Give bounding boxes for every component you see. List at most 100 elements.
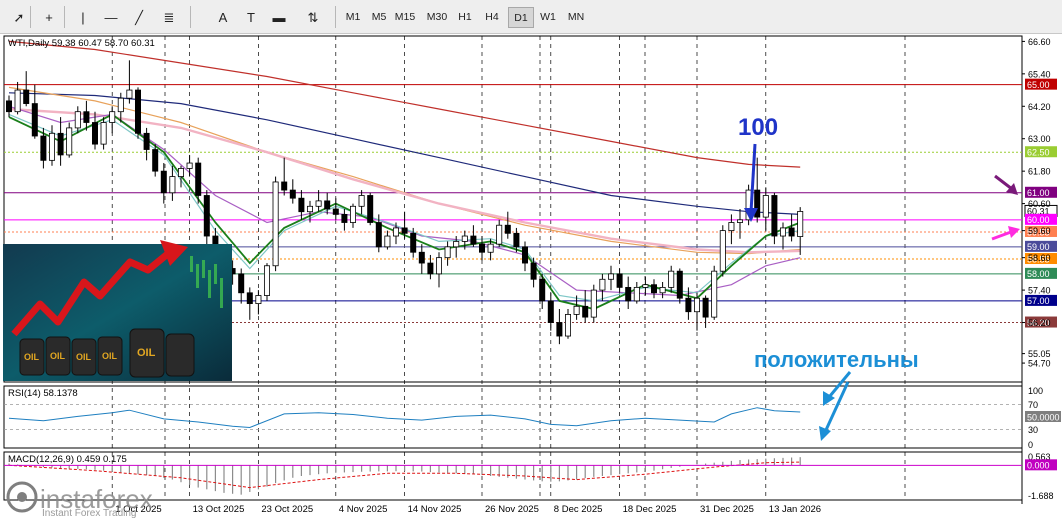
timeframe-h4-button[interactable]: H4 [485, 11, 499, 23]
rectangle-icon[interactable]: ▬ [272, 10, 286, 25]
y-tick-label: 64.20 [1028, 102, 1051, 112]
y-tick-label: 61.80 [1028, 167, 1051, 177]
candle-body [195, 162, 202, 196]
timeframe-m15-button[interactable]: M15 [394, 11, 416, 23]
fibonacci-icon[interactable]: ≣ [163, 10, 175, 25]
price-level-badge [1025, 146, 1057, 158]
candle-body [341, 214, 348, 223]
y-tick-label: 65.40 [1028, 69, 1051, 79]
y-tick-label: 57.40 [1028, 286, 1051, 296]
arrow-positive-2 [824, 381, 850, 431]
price-level-badge [1025, 240, 1057, 252]
timeframe-mn-button[interactable]: MN [567, 11, 585, 23]
candle-body [358, 195, 365, 207]
candle-body [143, 132, 150, 150]
x-tick-label: 13 Oct 2025 [193, 504, 245, 515]
price-level-badge [1025, 267, 1057, 279]
candle-body [737, 219, 744, 223]
candle-body [547, 300, 554, 323]
candle-body [49, 132, 56, 161]
watermark-tagline: Instant Forex Trading [42, 508, 137, 519]
candle-body [461, 235, 468, 242]
candle-body [435, 257, 442, 275]
price-level-label: 58.00 [1027, 269, 1050, 279]
x-tick-label: 18 Dec 2025 [623, 504, 677, 515]
candle-body [780, 227, 787, 237]
candle-body [427, 262, 434, 275]
toolbar-separator [335, 6, 336, 28]
price-level-label: 65.00 [1027, 80, 1050, 90]
timeframe-d1-button[interactable]: D1 [508, 7, 534, 28]
rsi-tick-label: 50.0000 [1027, 412, 1060, 422]
crosshair-icon[interactable]: + [45, 10, 53, 25]
candle-body [186, 162, 193, 169]
arrow-100 [749, 143, 757, 213]
y-tick-label: 54.70 [1028, 359, 1051, 369]
macd-tick-label: -1.688 [1028, 491, 1054, 501]
oil-barrels-picture: OIL OIL OIL OIL OIL [3, 240, 232, 381]
macd-tick-label: 0.000 [1027, 461, 1050, 471]
timeframe-m1-button[interactable]: M1 [345, 11, 361, 23]
candle-body [496, 224, 503, 245]
candle-body [410, 232, 417, 253]
x-tick-label: 23 Oct 2025 [261, 504, 313, 515]
candle-body [281, 181, 288, 191]
candle-body [57, 132, 64, 156]
x-tick-label: 26 Nov 2025 [485, 504, 539, 515]
timeframe-h1-button[interactable]: H1 [458, 11, 472, 23]
candle-body [14, 89, 21, 113]
price-level-badge [1025, 294, 1057, 306]
candle-body [289, 189, 296, 199]
chart-area[interactable]: 1 Oct 2025 13 Oct 2025 23 Oct 2025 4 Nov 20… [0, 34, 1062, 521]
y-tick-label: 60.60 [1028, 199, 1051, 209]
ma_navy-line [8, 92, 801, 215]
candle-body [788, 227, 795, 237]
timeframe-m30-button[interactable]: M30 [426, 11, 448, 23]
trendline-icon[interactable]: ╱ [135, 10, 143, 25]
arrow-positive-1 [828, 371, 852, 397]
timeframe-w1-button[interactable]: W1 [540, 11, 556, 23]
candle-body [642, 284, 649, 288]
svg-text:OIL: OIL [24, 352, 40, 362]
candle-body [771, 195, 778, 237]
annotation-100: 100 [738, 114, 778, 141]
price-level-badge [1025, 78, 1057, 90]
vertical-line-icon[interactable]: | [81, 10, 85, 25]
price-level-label: 60.31 [1027, 207, 1050, 217]
candle-body [392, 227, 399, 237]
candle-body [31, 103, 38, 137]
toolbar-separator [190, 6, 191, 28]
candle-body [504, 224, 511, 234]
svg-text:OIL: OIL [50, 351, 66, 361]
candle-body [728, 222, 735, 232]
arrow-purple-61-head [1006, 183, 1018, 195]
arrow-positive-2-head [819, 426, 831, 441]
candles [6, 60, 804, 345]
candle-body [453, 241, 460, 248]
y-tick-label: 63.00 [1028, 134, 1051, 144]
candle-body [487, 243, 494, 253]
candle-body [401, 227, 408, 234]
arrows-menu-icon[interactable]: ⇅ [307, 10, 319, 25]
candle-body [315, 200, 322, 207]
candle-body [599, 278, 606, 291]
annotation-positive: положительны [754, 347, 919, 372]
price-level-label: 61.00 [1027, 188, 1050, 198]
x-tick-label: 13 Jan 2026 [769, 504, 821, 515]
arrow-100-head [744, 208, 758, 222]
candle-body [177, 168, 184, 177]
rsi-tick-label: 100 [1028, 386, 1043, 396]
candle-body [117, 97, 124, 113]
cursor-icon[interactable]: ➚ [13, 10, 25, 25]
text-label-icon[interactable]: T [247, 10, 255, 25]
candle-body [263, 265, 270, 296]
horizontal-line-icon[interactable]: — [104, 10, 118, 25]
candle-body [23, 89, 30, 104]
timeframe-m5-button[interactable]: M5 [371, 11, 387, 23]
text-icon[interactable]: A [218, 10, 228, 25]
candle-body [797, 211, 804, 237]
candle-body [74, 111, 81, 129]
candle-body [470, 235, 477, 245]
candle-body [324, 200, 331, 210]
x-tick-label: 14 Nov 2025 [408, 504, 462, 515]
